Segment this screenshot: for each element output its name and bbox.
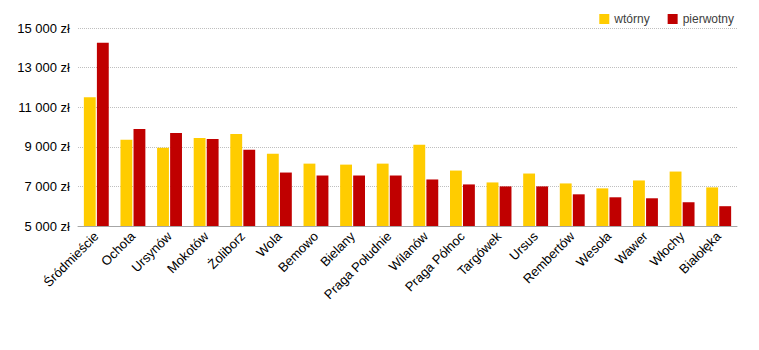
svg-text:Ursynów: Ursynów — [128, 228, 175, 275]
svg-text:Rembertów: Rembertów — [520, 228, 578, 286]
svg-text:15 000 zł: 15 000 zł — [17, 21, 70, 36]
svg-text:7 000 zł: 7 000 zł — [24, 179, 70, 194]
svg-text:13 000 zł: 13 000 zł — [17, 60, 70, 75]
svg-text:Praga Północ: Praga Północ — [402, 228, 468, 294]
svg-text:Bielany: Bielany — [317, 228, 358, 270]
svg-text:Ursus: Ursus — [506, 228, 541, 263]
svg-text:Białołęka: Białołęka — [676, 228, 724, 276]
svg-text:Ochota: Ochota — [98, 228, 139, 269]
svg-text:wtórny: wtórny — [613, 12, 649, 26]
svg-text:Praga Południe: Praga Południe — [321, 229, 394, 302]
svg-text:Wilanów: Wilanów — [385, 228, 432, 274]
svg-text:Włochy: Włochy — [646, 228, 688, 270]
svg-text:11 000 zł: 11 000 zł — [18, 100, 70, 115]
svg-text:Wawer: Wawer — [612, 228, 651, 267]
svg-text:Wola: Wola — [253, 228, 285, 260]
svg-text:5 000 zł: 5 000 zł — [24, 219, 70, 234]
svg-text:Bemowo: Bemowo — [275, 229, 321, 275]
svg-text:Mokotów: Mokotów — [164, 228, 212, 276]
svg-text:9 000 zł: 9 000 zł — [24, 139, 70, 154]
svg-text:Śródmieście: Śródmieście — [40, 229, 101, 290]
svg-text:Targówek: Targówek — [454, 228, 504, 278]
svg-text:Żoliborz: Żoliborz — [205, 229, 248, 272]
svg-text:pierwotny: pierwotny — [683, 12, 734, 26]
svg-text:Wesoła: Wesoła — [573, 228, 615, 270]
